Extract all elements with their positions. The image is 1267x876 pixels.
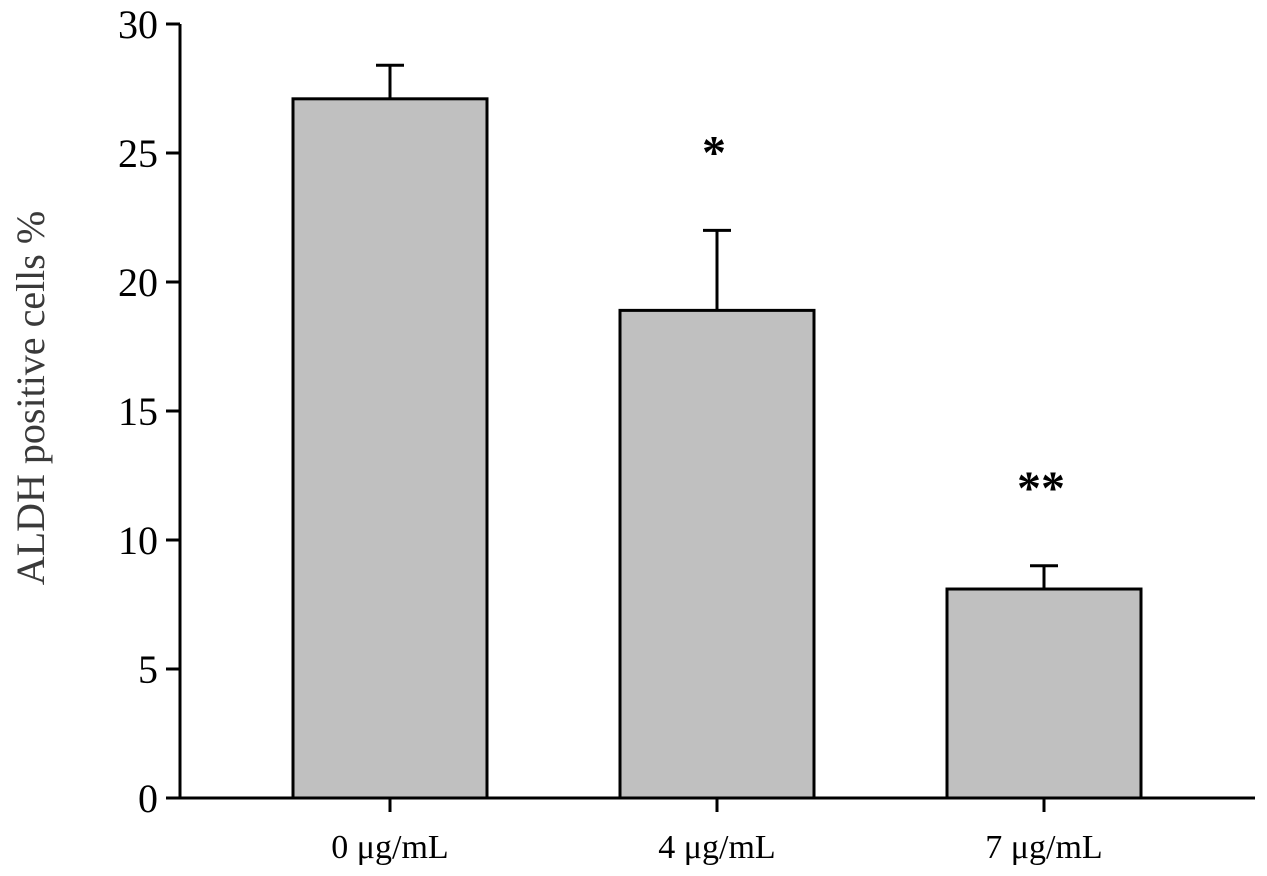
x-tick-label: 0 μg/mL [331, 829, 448, 866]
bar [618, 308, 816, 800]
y-tick-label: 20 [118, 260, 158, 305]
error-bars-layer [376, 63, 1058, 590]
x-tick-label: 4 μg/mL [658, 829, 775, 866]
y-ticks-layer: 0 5 10 15 20 25 30 [118, 2, 180, 821]
annotations-layer: *** [702, 126, 1065, 514]
significance-mark: * [702, 126, 726, 179]
x-ticks-layer: 0 μg/mL 4 μg/mL 7 μg/mL [331, 798, 1103, 866]
y-tick-label: 30 [118, 2, 158, 47]
significance-mark: ** [1017, 462, 1065, 515]
y-tick-label: 0 [138, 776, 158, 821]
bar [945, 587, 1143, 800]
y-tick-label: 15 [118, 389, 158, 434]
bar [291, 97, 489, 800]
y-axis-title: ALDH positive cells % [8, 211, 53, 585]
y-tick-label: 25 [118, 131, 158, 176]
bars-layer [291, 97, 1143, 800]
y-tick-label: 5 [138, 647, 158, 692]
x-tick-label: 7 μg/mL [985, 829, 1102, 866]
y-tick-label: 10 [118, 518, 158, 563]
